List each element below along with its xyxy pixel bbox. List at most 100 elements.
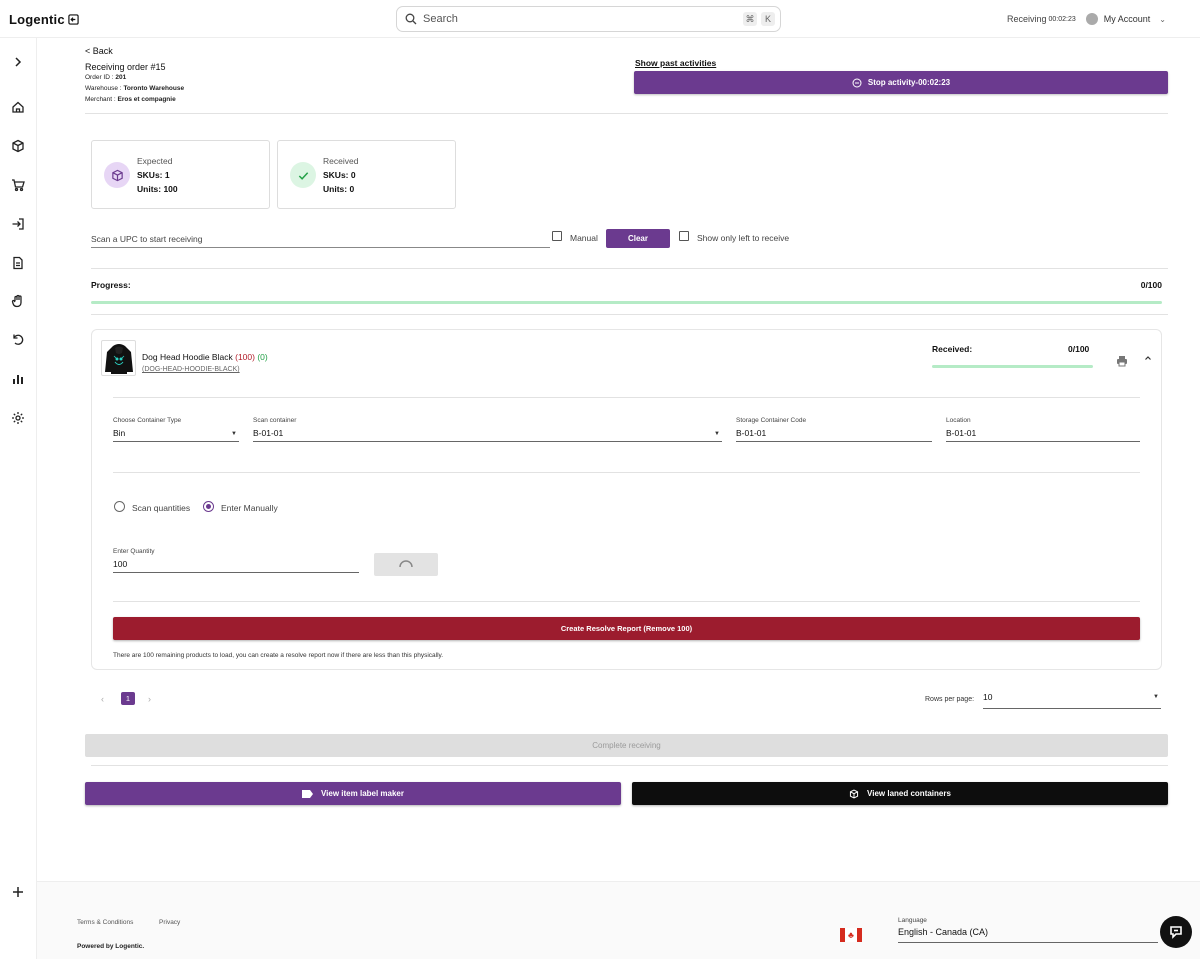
order-id-value: 201 (115, 74, 127, 81)
container-type-label: Choose Container Type (113, 417, 182, 424)
shortcut-k-key: K (761, 12, 775, 26)
item-received-label: Received: (932, 344, 973, 354)
manual-label: Manual (570, 233, 598, 243)
logo-text: Logentic (9, 12, 65, 27)
cart-icon[interactable] (11, 178, 25, 192)
show-past-activities-link[interactable]: Show past activities (635, 58, 717, 68)
privacy-link[interactable]: Privacy (159, 919, 181, 926)
expected-card: Expected SKUs: 1 Units: 100 (91, 140, 270, 209)
clear-button[interactable]: Clear (606, 229, 670, 248)
pagination-next[interactable]: › (148, 694, 151, 704)
storage-code-input[interactable]: B-01-01 (736, 428, 932, 442)
warehouse-label: Warehouse : (85, 85, 122, 92)
stop-activity-label: Stop activity-00:02:23 (867, 78, 951, 87)
back-link[interactable]: < Back (85, 46, 113, 56)
tag-icon (301, 789, 313, 798)
received-check-icon (290, 162, 316, 188)
app-logo[interactable]: Logentic (9, 12, 79, 27)
expected-box-icon (104, 162, 130, 188)
product-sku-link[interactable]: (DOG-HEAD-HOODIE-BLACK) (142, 366, 240, 373)
complete-receiving-button[interactable]: Complete receiving (85, 734, 1168, 757)
order-id-label: Order ID : (85, 74, 114, 81)
product-name-row: Dog Head Hoodie Black (100) (0) (142, 352, 268, 362)
print-icon[interactable] (1116, 354, 1128, 367)
settings-icon[interactable] (11, 411, 25, 425)
document-icon[interactable] (11, 256, 25, 270)
rows-per-page-select[interactable]: 10 ▼ (983, 690, 1161, 709)
product-name: Dog Head Hoodie Black (142, 352, 233, 362)
enter-manually-radio[interactable] (203, 501, 214, 512)
chevron-right-icon[interactable] (11, 55, 25, 69)
plus-icon[interactable] (11, 885, 25, 899)
chat-icon (1170, 926, 1182, 939)
container-type-value: Bin (113, 428, 126, 438)
powered-by: Powered by Logentic. (77, 943, 145, 950)
chat-support-button[interactable] (1160, 916, 1192, 948)
merchant-row: Merchant : Eros et compagnie (85, 96, 176, 103)
quantity-input[interactable]: 100 (113, 559, 359, 573)
received-count: (0) (257, 352, 268, 362)
sidebar (0, 38, 37, 959)
submit-quantity-button[interactable] (374, 553, 438, 576)
box-icon[interactable] (11, 139, 25, 153)
shortcut-mod-key: ⌘ (743, 12, 757, 26)
returns-icon[interactable] (11, 333, 25, 347)
view-laned-containers-button[interactable]: View laned containers (632, 782, 1168, 805)
container-type-select[interactable]: Bin ▼ (113, 428, 239, 442)
expected-count: (100) (235, 352, 255, 362)
product-thumbnail[interactable] (101, 340, 136, 376)
chevron-up-icon[interactable] (1144, 354, 1152, 364)
item-divider-2 (113, 472, 1140, 473)
item-progress-bar (932, 365, 1093, 368)
my-account-menu[interactable]: My Account (1103, 14, 1151, 24)
progress-label: Progress: (91, 280, 131, 290)
avatar[interactable] (1085, 13, 1098, 25)
stop-icon (852, 78, 862, 87)
pagination-prev[interactable]: ‹ (101, 694, 104, 704)
view-laned-containers-label: View laned containers (867, 789, 951, 798)
hand-icon[interactable] (11, 294, 25, 308)
merchant-label: Merchant : (85, 96, 116, 103)
hoodie-image (104, 344, 133, 374)
terms-link[interactable]: Terms & Conditions (77, 919, 134, 926)
pagination-page[interactable]: 1 (121, 692, 135, 705)
create-resolve-report-button[interactable]: Create Resolve Report (Remove 100) (113, 617, 1140, 640)
quantity-label: Enter Quantity (113, 548, 155, 555)
item-card: Dog Head Hoodie Black (100) (0) (DOG-HEA… (91, 329, 1162, 670)
analytics-icon[interactable] (11, 372, 25, 386)
home-icon[interactable] (11, 100, 25, 114)
upc-scan-input[interactable]: Scan a UPC to start receiving (91, 229, 550, 248)
scan-container-select[interactable]: B-01-01 ▼ (253, 428, 722, 442)
language-label: Language (898, 917, 927, 924)
chevron-down-icon[interactable]: ⌄ (1159, 14, 1166, 24)
scan-container-value: B-01-01 (253, 428, 284, 438)
import-icon[interactable] (11, 217, 25, 231)
scan-quantities-radio[interactable] (114, 501, 125, 512)
expected-units: Units: 100 (137, 184, 178, 194)
actions-divider (91, 765, 1168, 766)
resolve-note: There are 100 remaining products to load… (113, 652, 444, 659)
storage-code-label: Storage Container Code (736, 417, 807, 424)
activity-timer[interactable]: 00:02:23 (1048, 15, 1076, 23)
warehouse-row: Warehouse : Toronto Warehouse (85, 85, 184, 92)
progress-divider (91, 314, 1168, 315)
dropdown-arrow-icon: ▼ (714, 431, 720, 437)
received-units: Units: 0 (323, 184, 355, 194)
manual-checkbox[interactable] (552, 231, 562, 241)
item-received-value: 0/100 (1068, 344, 1090, 354)
received-card: Received SKUs: 0 Units: 0 (277, 140, 456, 209)
footer: Terms & Conditions Privacy Powered by Lo… (37, 881, 1200, 959)
language-select[interactable]: English - Canada (CA) (898, 926, 1158, 943)
loading-spinner-icon (399, 559, 413, 567)
show-left-checkbox[interactable] (679, 231, 689, 241)
rows-per-page-label: Rows per page: (925, 696, 975, 703)
stop-activity-button[interactable]: Stop activity-00:02:23 (634, 71, 1168, 94)
search-input[interactable]: Search ⌘ K (396, 6, 781, 32)
merchant-value: Eros et compagnie (117, 96, 176, 103)
view-label-maker-button[interactable]: View item label maker (85, 782, 621, 805)
expected-label: Expected (137, 156, 173, 166)
scan-quantities-label: Scan quantities (132, 503, 191, 513)
expected-skus: SKUs: 1 (137, 170, 170, 180)
progress-bar (91, 301, 1162, 304)
location-input[interactable]: B-01-01 (946, 428, 1140, 442)
